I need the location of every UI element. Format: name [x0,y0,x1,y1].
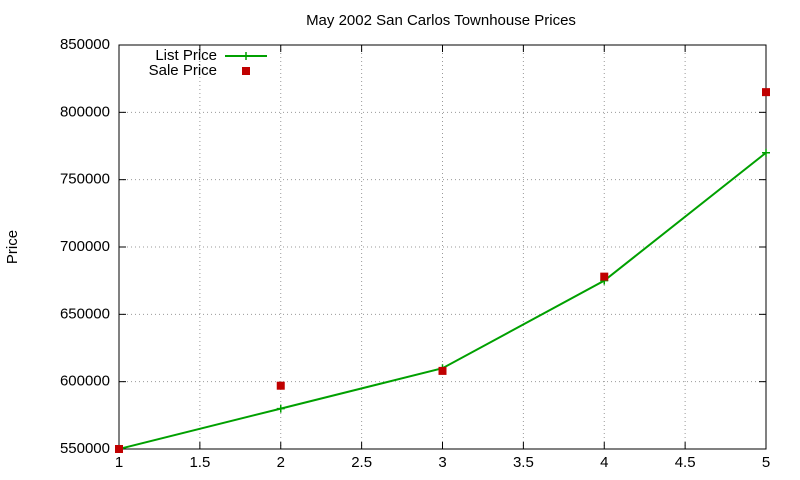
x-tick-label: 4 [600,454,608,471]
x-tick-label: 5 [762,454,770,471]
y-tick-label: 850000 [60,36,110,53]
x-tick-label: 1.5 [189,454,210,471]
y-tick-label: 600000 [60,373,110,390]
y-tick-label: 750000 [60,171,110,188]
y-axis-label: Price [4,230,21,264]
y-tick-label: 650000 [60,305,110,322]
legend-swatch [242,52,250,60]
point [762,148,770,157]
y-tick-label: 700000 [60,238,110,255]
point [115,445,123,453]
point [276,404,285,413]
x-tick-label: 3 [438,454,446,471]
x-tick-label: 2 [277,454,285,471]
x-tick-label: 4.5 [675,454,696,471]
x-tick-label: 3.5 [513,454,534,471]
plot-border [118,44,767,450]
legend-swatch [242,67,250,75]
point [276,381,285,390]
legend-label: List Price [155,47,217,64]
chart-title: May 2002 San Carlos Townhouse Prices [306,12,576,29]
x-tick-label: 1 [115,454,123,471]
point [762,88,770,97]
point [438,366,447,375]
y-tick-label: 800000 [60,103,110,120]
y-tick-label: 550000 [60,440,110,457]
legend-label: Sale Price [149,62,217,79]
point [600,272,609,281]
x-tick-label: 2.5 [351,454,372,471]
